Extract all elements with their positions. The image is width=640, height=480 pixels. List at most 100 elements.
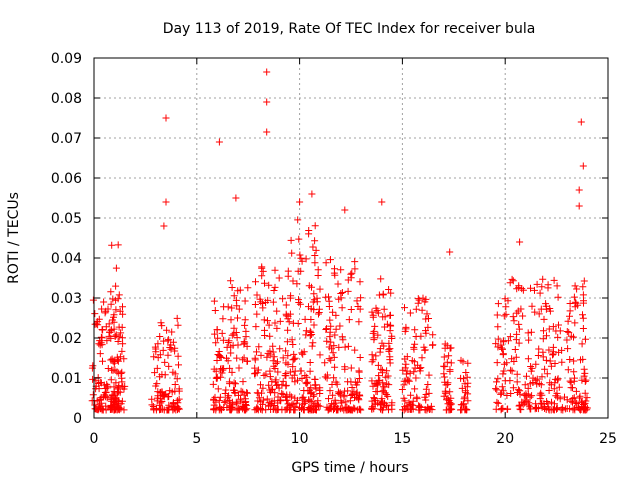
x-axis-ticks: 0 5 10 15 20 25 — [90, 58, 617, 447]
data-point — [355, 318, 363, 326]
data-point — [415, 296, 423, 304]
x-tick-label: 25 — [599, 431, 617, 447]
data-point — [458, 401, 466, 409]
data-point — [259, 384, 267, 392]
data-point — [331, 331, 339, 339]
chart-title: Day 113 of 2019, Rate Of TEC Index for r… — [163, 21, 536, 37]
data-point — [421, 393, 429, 401]
data-point — [519, 312, 527, 320]
data-point — [269, 298, 277, 306]
data-point — [316, 351, 324, 359]
data-point — [499, 370, 507, 378]
data-point — [506, 377, 514, 385]
data-point — [216, 352, 224, 360]
data-point — [445, 352, 453, 360]
data-point — [322, 293, 330, 301]
data-point — [351, 265, 359, 273]
data-point — [293, 280, 301, 288]
data-point — [263, 128, 271, 136]
data-point — [236, 286, 244, 294]
data-point — [500, 367, 508, 375]
data-point — [227, 316, 235, 324]
data-point — [537, 305, 545, 313]
data-point — [327, 322, 335, 330]
data-point — [369, 311, 377, 319]
data-point — [256, 295, 264, 303]
data-point — [337, 397, 345, 405]
data-point — [101, 385, 109, 392]
data-point — [115, 291, 123, 299]
data-point — [115, 369, 123, 377]
data-point — [257, 351, 265, 359]
data-point — [498, 345, 506, 353]
data-point — [233, 406, 241, 414]
data-point — [546, 357, 554, 365]
data-point — [371, 322, 379, 330]
data-point — [157, 319, 165, 327]
data-point — [424, 381, 432, 388]
data-point — [388, 335, 396, 342]
data-point — [275, 274, 283, 282]
data-point — [225, 337, 233, 345]
data-point — [545, 387, 553, 394]
data-point — [215, 348, 223, 355]
data-point — [148, 395, 156, 403]
data-point — [155, 401, 163, 409]
data-point — [241, 316, 249, 324]
data-point — [234, 314, 241, 322]
data-point — [219, 315, 227, 323]
data-point — [564, 366, 572, 374]
y-axis-label: ROTI / TECUs — [6, 192, 22, 284]
data-point — [157, 405, 165, 413]
data-point — [554, 375, 562, 383]
data-point — [429, 341, 437, 349]
data-point — [440, 370, 448, 378]
data-point — [521, 381, 529, 389]
data-point — [310, 321, 318, 329]
data-point — [99, 326, 107, 334]
data-point — [108, 241, 116, 249]
data-point — [162, 114, 170, 122]
data-point — [526, 405, 534, 413]
data-point — [337, 266, 345, 274]
data-point — [571, 298, 579, 306]
data-point — [232, 380, 239, 388]
data-point — [569, 398, 576, 406]
data-point — [572, 299, 580, 307]
data-point — [306, 332, 314, 340]
data-point — [304, 387, 312, 395]
data-point — [338, 333, 346, 341]
data-point — [356, 278, 364, 286]
data-point — [153, 380, 161, 388]
data-point — [425, 315, 432, 322]
data-point — [341, 387, 349, 395]
data-point — [332, 325, 340, 333]
data-point — [567, 378, 575, 386]
data-point — [549, 343, 557, 351]
data-point — [300, 405, 307, 413]
data-point — [253, 389, 261, 397]
data-point — [263, 353, 271, 361]
data-point — [503, 359, 511, 367]
data-point — [421, 346, 429, 354]
data-point — [580, 365, 588, 373]
data-point — [493, 386, 501, 394]
data-point — [330, 374, 338, 382]
data-point — [282, 347, 290, 355]
data-point — [237, 397, 245, 405]
data-point — [114, 338, 122, 345]
data-point — [513, 378, 521, 386]
data-point — [267, 386, 275, 394]
data-point — [580, 299, 587, 307]
data-point — [217, 354, 225, 361]
data-point — [107, 288, 115, 296]
data-point — [497, 406, 505, 414]
data-point — [440, 353, 448, 361]
data-point — [297, 367, 305, 375]
data-point — [214, 334, 222, 342]
data-point — [173, 314, 181, 322]
data-point — [321, 359, 329, 367]
data-point — [224, 394, 232, 402]
data-point — [303, 380, 311, 388]
data-point — [371, 399, 379, 407]
